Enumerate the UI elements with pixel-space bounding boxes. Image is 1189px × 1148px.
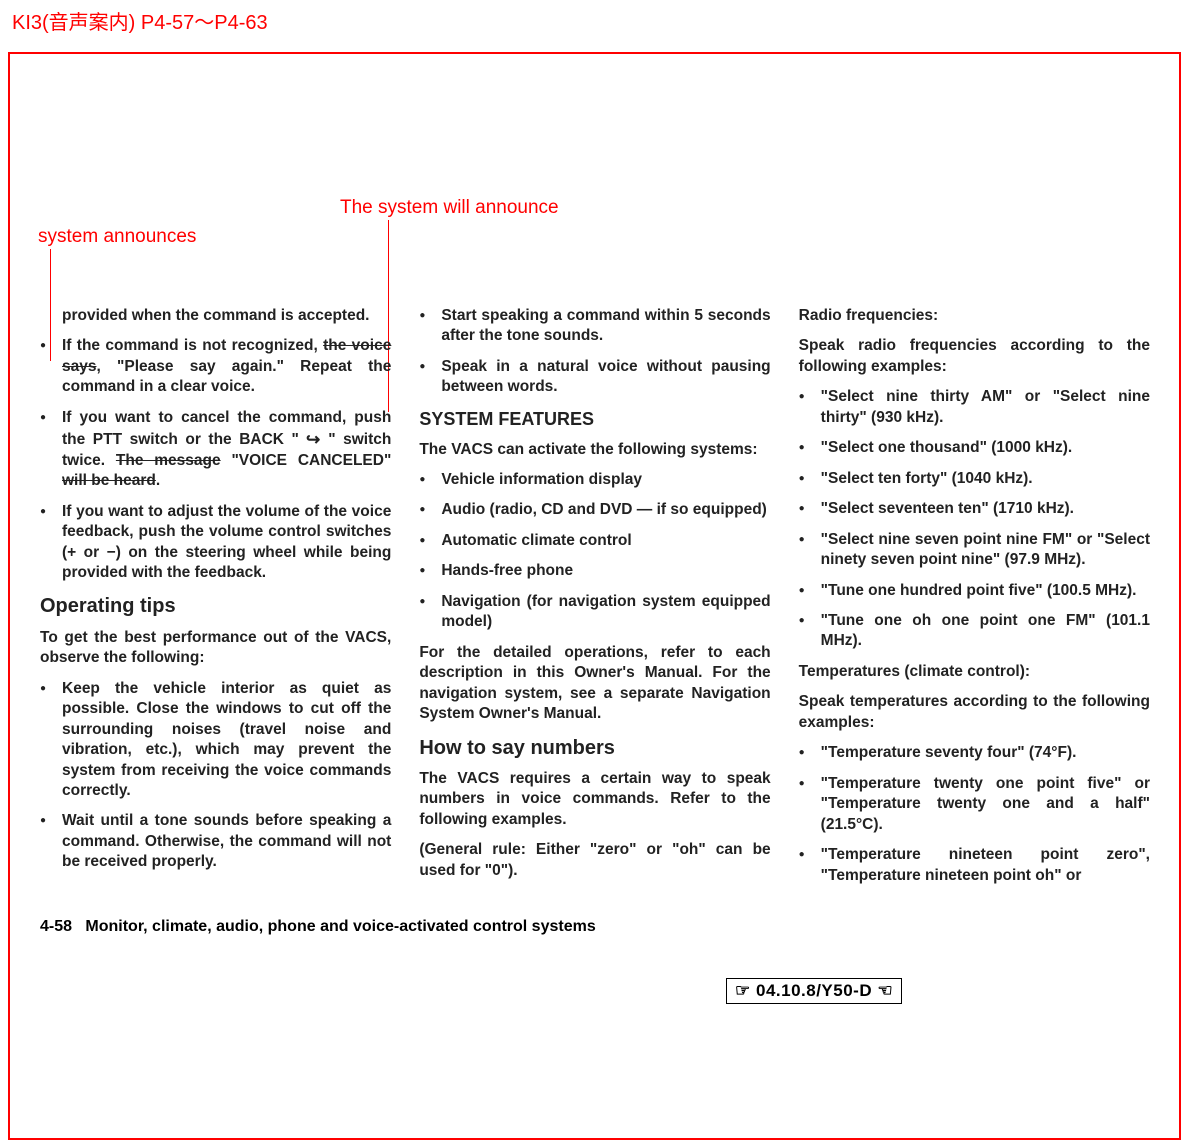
- list-item: "Select nine thirty AM" or "Select nine …: [799, 387, 1150, 428]
- col3-p-radio: Speak radio frequencies according to the…: [799, 336, 1150, 377]
- list-item: Audio (radio, CD and DVD — if so equippe…: [419, 500, 770, 520]
- column-2: Start speaking a command within 5 second…: [419, 306, 770, 896]
- col3-p-temp: Speak temperatures according to the fol­…: [799, 692, 1150, 733]
- annotation-left: system announces: [38, 226, 196, 248]
- list-item: Hands-free phone: [419, 561, 770, 581]
- list-item: Keep the vehicle interior as quiet as po…: [40, 679, 391, 802]
- col1-item-2: If you want to cancel the command, push …: [40, 408, 391, 492]
- text: , "Please say again." Repeat the command…: [62, 358, 391, 395]
- text: "VOICE CANCELED": [221, 452, 392, 469]
- list-item: "Tune one hundred point five" (100.5 MHz…: [799, 581, 1150, 601]
- strike-text: will be heard: [62, 472, 156, 489]
- list-item: "Tune one oh one point one FM" (101.1 MH…: [799, 611, 1150, 652]
- list-item: Vehicle information display: [419, 470, 770, 490]
- strike-text: The message: [116, 452, 221, 469]
- list-item: "Temperature nineteen point zero", "Temp…: [799, 845, 1150, 886]
- col2-p2: For the detailed operations, refer to ea…: [419, 643, 770, 725]
- page-footer: 4-58 Monitor, climate, audio, phone and …: [40, 918, 596, 936]
- list-item: Speak in a natural voice without paus­in…: [419, 357, 770, 398]
- text-columns: provided when the command is ac­cepted. …: [40, 306, 1150, 896]
- col1-item-1: If the command is not recognized, the vo…: [40, 336, 391, 397]
- heading-temperatures: Temperatures (climate control):: [799, 662, 1150, 682]
- heading-operating-tips: Operating tips: [40, 593, 391, 619]
- col1-item-3: If you want to adjust the volume of the …: [40, 502, 391, 584]
- hand-right-icon: ☜: [877, 981, 893, 1000]
- heading-radio-frequencies: Radio frequencies:: [799, 306, 1150, 326]
- stamp-text: 04.10.8/Y50-D: [756, 981, 872, 1000]
- hand-left-icon: ☞: [735, 981, 751, 1000]
- col2-top-list: Start speaking a command within 5 second…: [419, 306, 770, 398]
- revision-stamp: ☞ 04.10.8/Y50-D ☜: [726, 978, 902, 1004]
- list-item: Navigation (for navigation system equipp…: [419, 592, 770, 633]
- column-3: Radio frequencies: Speak radio frequenci…: [799, 306, 1150, 896]
- back-icon: ↩: [306, 429, 320, 451]
- heading-how-to-say-numbers: How to say numbers: [419, 735, 770, 761]
- col2-p1: The VACS can activate the following sys­…: [419, 440, 770, 460]
- col1-list: If the command is not recognized, the vo…: [40, 336, 391, 583]
- text: .: [156, 472, 160, 489]
- col1-lead: provided when the command is ac­cepted.: [40, 306, 391, 326]
- list-item: Automatic climate control: [419, 531, 770, 551]
- list-item: "Select one thousand" (1000 kHz).: [799, 438, 1150, 458]
- col2-p3: The VACS requires a certain way to speak…: [419, 769, 770, 830]
- list-item: "Select nine seven point nine FM" or "Se…: [799, 530, 1150, 571]
- section-title: Monitor, climate, audio, phone and voice…: [85, 918, 595, 935]
- list-item: "Select ten forty" (1040 kHz).: [799, 469, 1150, 489]
- list-item: Start speaking a command within 5 second…: [419, 306, 770, 347]
- col1-list2: Keep the vehicle interior as quiet as po…: [40, 679, 391, 873]
- col2-features: Vehicle information display Audio (radio…: [419, 470, 770, 633]
- list-item: Wait until a tone sounds before speaking…: [40, 811, 391, 872]
- col3-radio-list: "Select nine thirty AM" or "Select nine …: [799, 387, 1150, 652]
- header-reference-note: KI3(音声案内) P4-57～P4-63: [12, 6, 268, 35]
- list-item: "Temperature seventy four" (74°F).: [799, 743, 1150, 763]
- col3-temp-list: "Temperature seventy four" (74°F). "Temp…: [799, 743, 1150, 886]
- page-number: 4-58: [40, 918, 72, 935]
- col2-p4: (General rule: Either "zero" or "oh" can…: [419, 840, 770, 881]
- annotation-right: The system will announce: [340, 197, 559, 219]
- list-item: "Select seventeen ten" (1710 kHz).: [799, 499, 1150, 519]
- heading-system-features: SYSTEM FEATURES: [419, 408, 770, 432]
- list-item: "Temperature twenty one point five" or "…: [799, 774, 1150, 835]
- column-1: provided when the command is ac­cepted. …: [40, 306, 391, 896]
- col1-p2: To get the best performance out of the V…: [40, 628, 391, 669]
- page-frame: system announces The system will announc…: [8, 52, 1181, 1140]
- text: If the command is not recognized,: [62, 337, 323, 354]
